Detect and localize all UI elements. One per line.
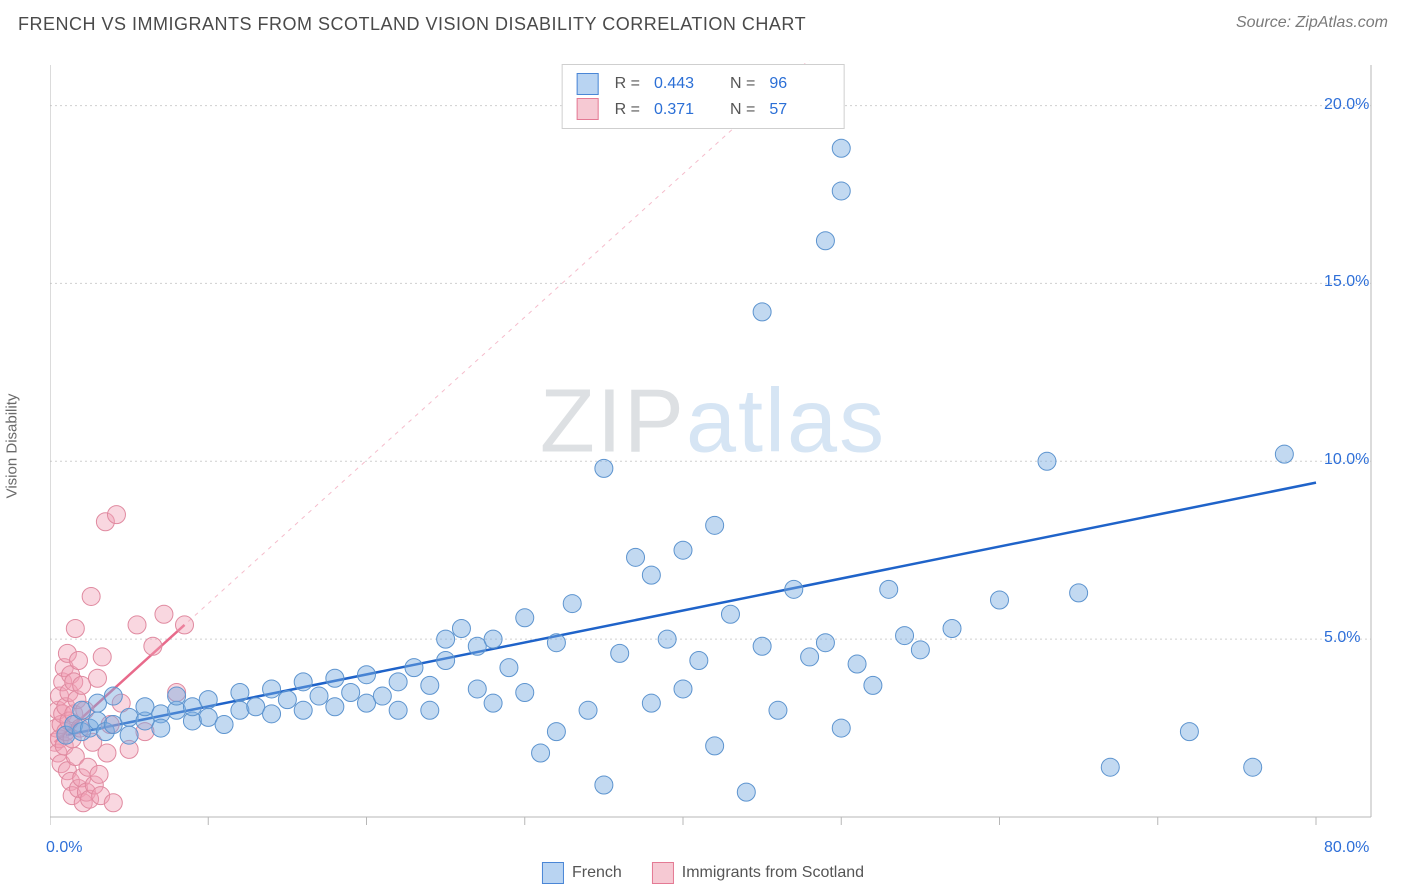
- legend-swatch: [652, 862, 674, 884]
- legend-row: R =0.443N =96: [577, 71, 830, 97]
- legend-swatch: [577, 98, 599, 120]
- y-tick-label: 15.0%: [1324, 273, 1369, 291]
- y-tick-label: 10.0%: [1324, 451, 1369, 469]
- y-axis-label: Vision Disability: [4, 394, 21, 499]
- legend-item: Immigrants from Scotland: [652, 862, 864, 884]
- series-legend: French Immigrants from Scotland: [542, 862, 864, 884]
- x-max-label: 80.0%: [1324, 839, 1369, 857]
- scatter-chart: ZIPatlas: [50, 60, 1376, 847]
- legend-row: R =0.371N =57: [577, 97, 830, 123]
- chart-title: FRENCH VS IMMIGRANTS FROM SCOTLAND VISIO…: [18, 14, 806, 35]
- legend-swatch: [542, 862, 564, 884]
- source-label: Source: ZipAtlas.com: [1236, 14, 1388, 32]
- y-tick-label: 20.0%: [1324, 96, 1369, 114]
- watermark: ZIPatlas: [540, 371, 886, 474]
- x-origin-label: 0.0%: [46, 839, 82, 857]
- legend-swatch: [577, 73, 599, 95]
- correlation-legend: R =0.443N =96R =0.371N =57: [562, 64, 845, 129]
- legend-item: French: [542, 862, 622, 884]
- y-tick-label: 5.0%: [1324, 629, 1360, 647]
